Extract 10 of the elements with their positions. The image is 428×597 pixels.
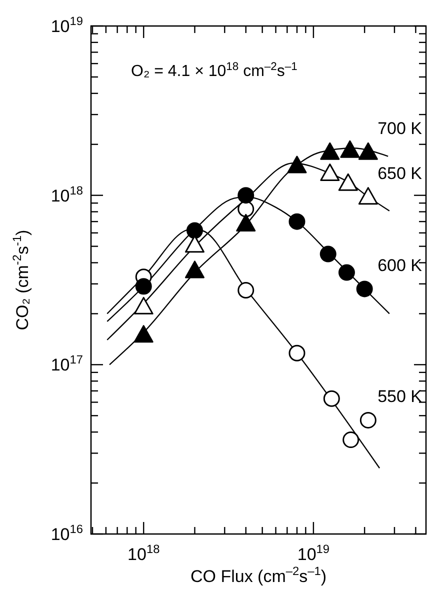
x-axis-title: CO Flux (cm$^{–2}$s$^{–1}$) xyxy=(190,564,327,586)
legend-label: 600 K xyxy=(378,256,423,275)
y-tick-label: 10$^{17}$ xyxy=(50,352,84,375)
y-tick-label: 10$^{19}$ xyxy=(50,14,84,36)
legend-label: 550 K xyxy=(378,387,423,406)
y-tick-label: 10$^{16}$ xyxy=(50,522,84,544)
legend-label: 700 K xyxy=(378,119,423,138)
y-tick-label: 10$^{18}$ xyxy=(50,183,84,206)
legend-label: 650 K xyxy=(378,164,423,183)
annotation: O₂ = 4.1 × 10$^{18}$ cm$^{–2}$s$^{–1}$ xyxy=(131,61,298,80)
